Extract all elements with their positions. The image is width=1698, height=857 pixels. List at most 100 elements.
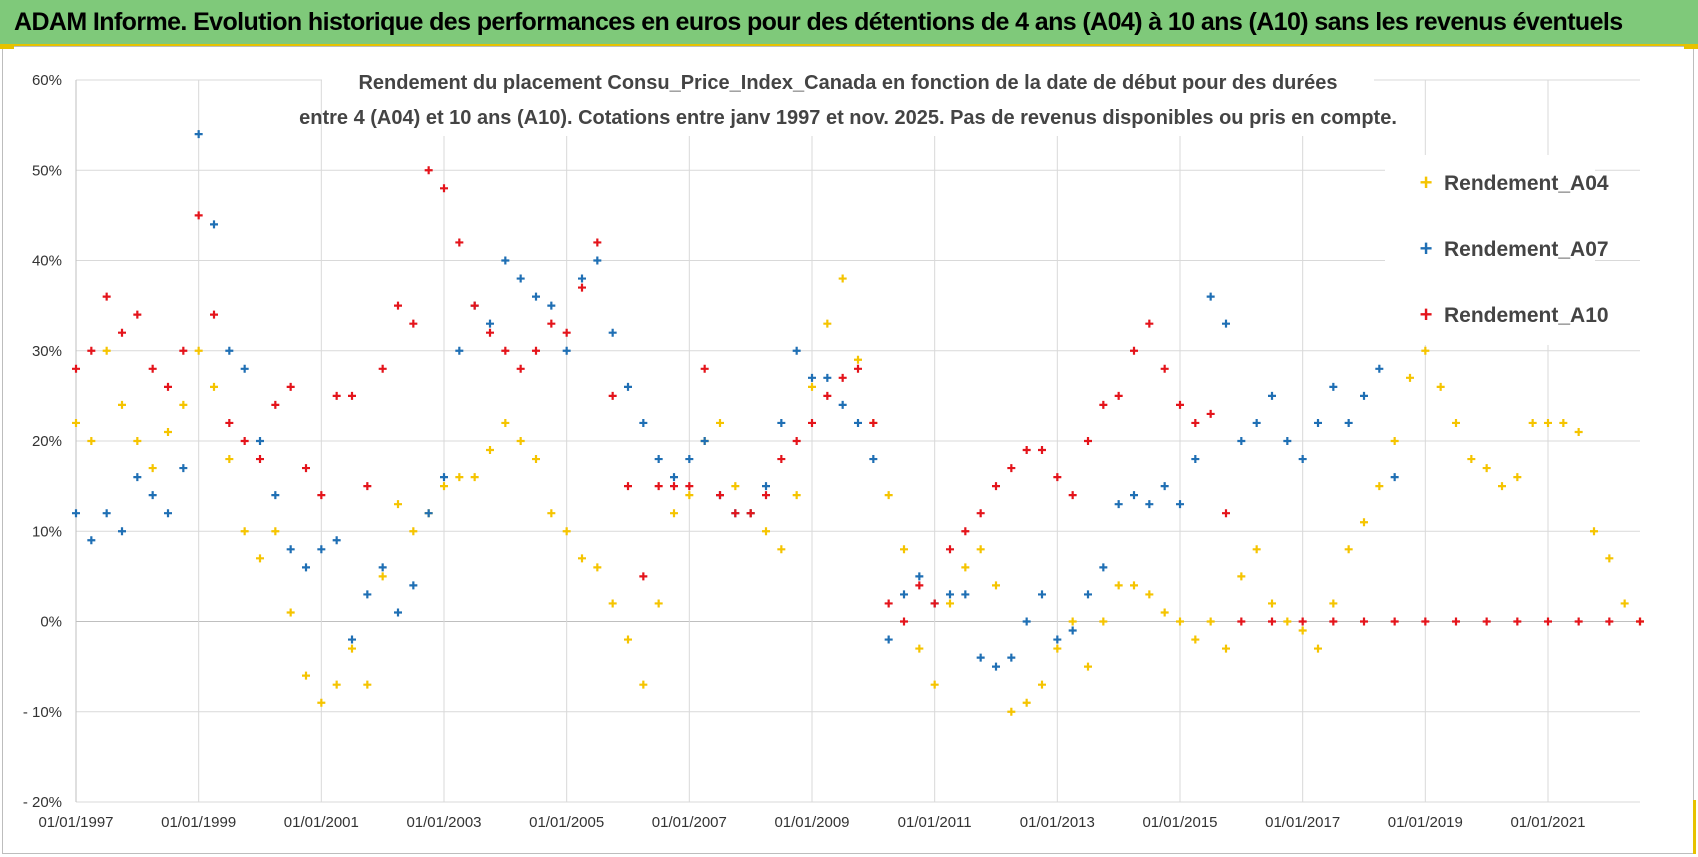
point-rendement-a10	[1114, 391, 1123, 400]
point-rendement-a04	[1314, 644, 1322, 653]
x-tick-label: 01/01/2007	[652, 814, 727, 831]
point-rendement-a04	[1022, 698, 1031, 707]
point-rendement-a10	[1421, 617, 1430, 626]
point-rendement-a04	[854, 355, 862, 364]
point-rendement-a07	[946, 590, 954, 599]
point-rendement-a07	[348, 635, 356, 644]
point-rendement-a10	[1206, 409, 1215, 418]
point-rendement-a07	[286, 545, 295, 554]
point-rendement-a04	[1191, 635, 1200, 644]
legend-label-a10: Rendement_A10	[1444, 304, 1609, 327]
point-rendement-a04	[992, 581, 1000, 590]
point-rendement-a04	[670, 509, 678, 518]
point-rendement-a07	[1298, 455, 1307, 464]
point-rendement-a04	[792, 491, 801, 500]
legend-label-a04: Rendement_A04	[1444, 172, 1609, 195]
point-rendement-a04	[256, 554, 264, 563]
x-tick-label: 01/01/2011	[898, 814, 972, 831]
point-rendement-a10	[1298, 617, 1307, 626]
point-rendement-a10	[148, 364, 157, 373]
data-points	[72, 130, 1644, 716]
point-rendement-a04	[225, 455, 234, 464]
point-rendement-a10	[1574, 617, 1583, 626]
point-rendement-a10	[532, 346, 540, 355]
point-rendement-a07	[1099, 563, 1108, 572]
y-tick-label: 30%	[32, 343, 62, 360]
legend-marker-a07: +	[1420, 236, 1433, 261]
point-rendement-a07	[700, 437, 709, 445]
point-rendement-a10	[1053, 473, 1062, 482]
point-rendement-a10	[348, 391, 356, 400]
point-rendement-a07	[808, 373, 816, 382]
point-rendement-a04	[1084, 662, 1092, 671]
point-rendement-a04	[624, 635, 632, 644]
point-rendement-a07	[654, 455, 663, 464]
legend: + Rendement_A04 + Rendement_A07 + Rendem…	[1420, 170, 1609, 327]
point-rendement-a07	[1130, 491, 1138, 500]
point-rendement-a10	[440, 184, 448, 193]
point-rendement-a07	[133, 473, 142, 482]
point-rendement-a10	[194, 211, 203, 220]
point-rendement-a10	[302, 464, 310, 473]
point-rendement-a10	[547, 319, 556, 328]
point-rendement-a07	[1068, 626, 1077, 635]
point-rendement-a10	[332, 391, 341, 400]
point-rendement-a07	[148, 491, 157, 500]
point-rendement-a10	[670, 482, 678, 491]
legend-marker-a10: +	[1420, 302, 1433, 327]
point-rendement-a04	[179, 400, 188, 409]
point-rendement-a04	[593, 563, 602, 572]
point-rendement-a10	[363, 482, 372, 491]
point-rendement-a10	[1237, 617, 1246, 626]
point-rendement-a07	[486, 319, 494, 328]
point-rendement-a10	[562, 328, 571, 337]
legend-marker-a04: +	[1420, 170, 1433, 195]
point-rendement-a07	[1283, 437, 1292, 445]
point-rendement-a07	[900, 590, 908, 599]
y-tick-label: - 10%	[23, 704, 62, 721]
point-rendement-a07	[624, 382, 632, 391]
point-rendement-a04	[762, 527, 770, 536]
point-rendement-a07	[1007, 653, 1016, 662]
point-rendement-a07	[1237, 437, 1246, 445]
point-rendement-a04	[1237, 572, 1246, 581]
point-rendement-a10	[1191, 418, 1200, 427]
point-rendement-a07	[1390, 473, 1399, 482]
point-rendement-a04	[164, 427, 172, 436]
point-rendement-a10	[869, 418, 878, 427]
y-tick-label: 0%	[40, 614, 62, 631]
point-rendement-a04	[1406, 373, 1414, 382]
point-rendement-a10	[854, 364, 862, 373]
point-rendement-a04	[547, 509, 556, 518]
point-rendement-a10	[900, 617, 908, 626]
point-rendement-a07	[194, 130, 203, 139]
point-rendement-a10	[1084, 437, 1092, 445]
point-rendement-a04	[363, 680, 372, 689]
point-rendement-a10	[394, 301, 402, 310]
point-rendement-a07	[1114, 500, 1123, 509]
x-tick-label: 01/01/2009	[774, 814, 849, 831]
point-rendement-a10	[777, 455, 786, 464]
point-rendement-a04	[102, 346, 111, 355]
point-rendement-a07	[915, 572, 924, 581]
point-rendement-a07	[378, 563, 387, 572]
point-rendement-a07	[1252, 418, 1261, 427]
point-rendement-a10	[700, 364, 709, 373]
point-rendement-a04	[976, 545, 985, 554]
point-rendement-a04	[900, 545, 908, 554]
point-rendement-a07	[547, 301, 556, 310]
point-rendement-a07	[102, 509, 111, 518]
point-rendement-a04	[286, 608, 295, 617]
point-rendement-a04	[1099, 617, 1108, 626]
point-rendement-a10	[808, 418, 816, 427]
point-rendement-a10	[639, 572, 648, 581]
point-rendement-a10	[578, 283, 586, 292]
point-rendement-a10	[1176, 400, 1184, 409]
point-rendement-a04	[470, 473, 479, 482]
point-rendement-a07	[440, 473, 448, 482]
chart-frame	[2, 46, 1694, 854]
point-rendement-a10	[501, 346, 510, 355]
point-rendement-a10	[838, 373, 847, 382]
point-rendement-a10	[1099, 400, 1108, 409]
